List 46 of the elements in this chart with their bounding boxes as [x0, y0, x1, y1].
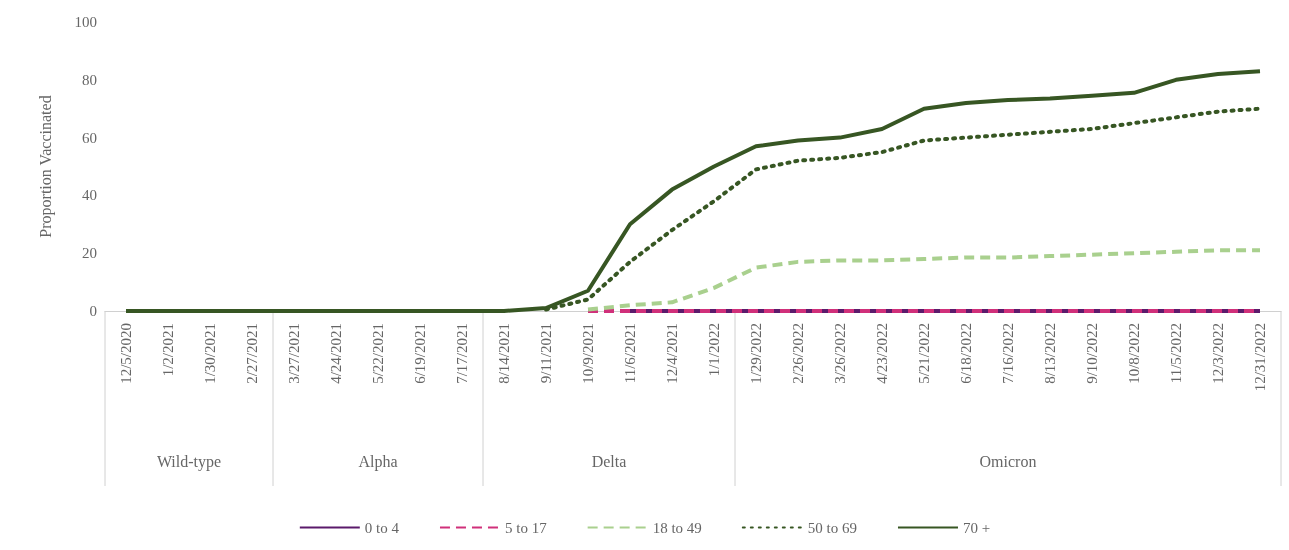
y-tick-label: 20 — [82, 245, 97, 262]
x-tick-label: 10/9/2021 — [580, 323, 596, 384]
x-tick-label: 7/16/2022 — [1000, 323, 1016, 384]
x-tick-label: 11/6/2021 — [622, 323, 638, 384]
x-tick-label: 4/23/2022 — [874, 323, 890, 384]
x-tick-label: 10/8/2022 — [1126, 323, 1142, 384]
y-axis-title: Proportion Vaccinated — [36, 95, 55, 238]
x-tick-label: 2/27/2021 — [244, 323, 260, 384]
x-tick-label: 2/26/2022 — [790, 323, 806, 384]
x-tick-label: 12/31/2022 — [1252, 323, 1268, 392]
legend-label: 0 to 4 — [364, 519, 400, 536]
x-tick-label: 8/13/2022 — [1042, 323, 1058, 384]
x-tick-label: 9/11/2021 — [538, 323, 554, 384]
y-tick-label: 100 — [74, 14, 97, 30]
line-series — [124, 69, 1262, 313]
y-tick-label: 60 — [82, 129, 97, 146]
x-tick-label: 8/14/2021 — [496, 323, 512, 384]
x-tick-label: 1/1/2022 — [706, 323, 722, 377]
x-tick-label: 5/21/2022 — [916, 323, 932, 384]
x-tick-label: 1/30/2021 — [202, 323, 218, 384]
text: Alpha — [358, 452, 398, 471]
x-tick-label: 6/19/2021 — [412, 323, 428, 384]
y-tick-label: 0 — [89, 303, 97, 319]
legend-label: 50 to 69 — [807, 519, 857, 536]
legend-label: 5 to 17 — [504, 519, 548, 536]
text: Delta — [591, 452, 627, 470]
x-tick-label: 12/5/2020 — [118, 323, 134, 384]
y-tick-label: 40 — [82, 187, 97, 204]
x-tick-label: 11/5/2022 — [1168, 323, 1184, 384]
x-tick-label: 9/10/2022 — [1084, 323, 1100, 384]
x-tick-label: 3/27/2021 — [286, 323, 302, 384]
legend-label: 18 to 49 — [652, 519, 702, 536]
text: Wild-type — [156, 452, 222, 471]
x-tick-label: 6/18/2022 — [958, 323, 974, 384]
x-tick-label: 7/17/2021 — [454, 323, 470, 384]
text: Omicron — [979, 452, 1037, 470]
x-tick-label: 12/3/2022 — [1210, 323, 1226, 384]
line-series — [586, 248, 1262, 312]
legend-label: 70 + — [962, 519, 991, 536]
x-tick-label: 1/2/2021 — [160, 323, 176, 377]
x-tick-label: 3/26/2022 — [832, 323, 848, 384]
x-tick-label: 12/4/2021 — [664, 323, 680, 384]
x-tick-label: 1/29/2022 — [748, 323, 764, 384]
x-tick-label: 4/24/2021 — [328, 323, 344, 384]
x-tick-label: 5/22/2021 — [370, 323, 386, 384]
y-tick-label: 80 — [82, 71, 97, 88]
